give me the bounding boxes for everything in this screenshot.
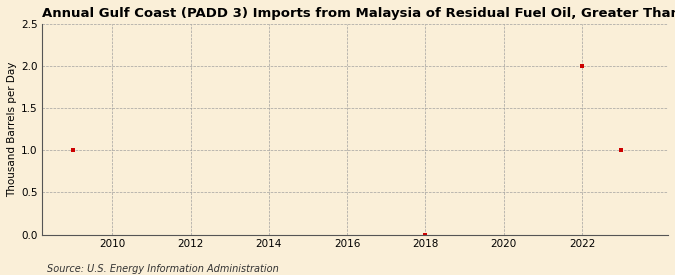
Text: Annual Gulf Coast (PADD 3) Imports from Malaysia of Residual Fuel Oil, Greater T: Annual Gulf Coast (PADD 3) Imports from … [42, 7, 675, 20]
Y-axis label: Thousand Barrels per Day: Thousand Barrels per Day [7, 62, 17, 197]
Text: Source: U.S. Energy Information Administration: Source: U.S. Energy Information Administ… [47, 264, 279, 274]
